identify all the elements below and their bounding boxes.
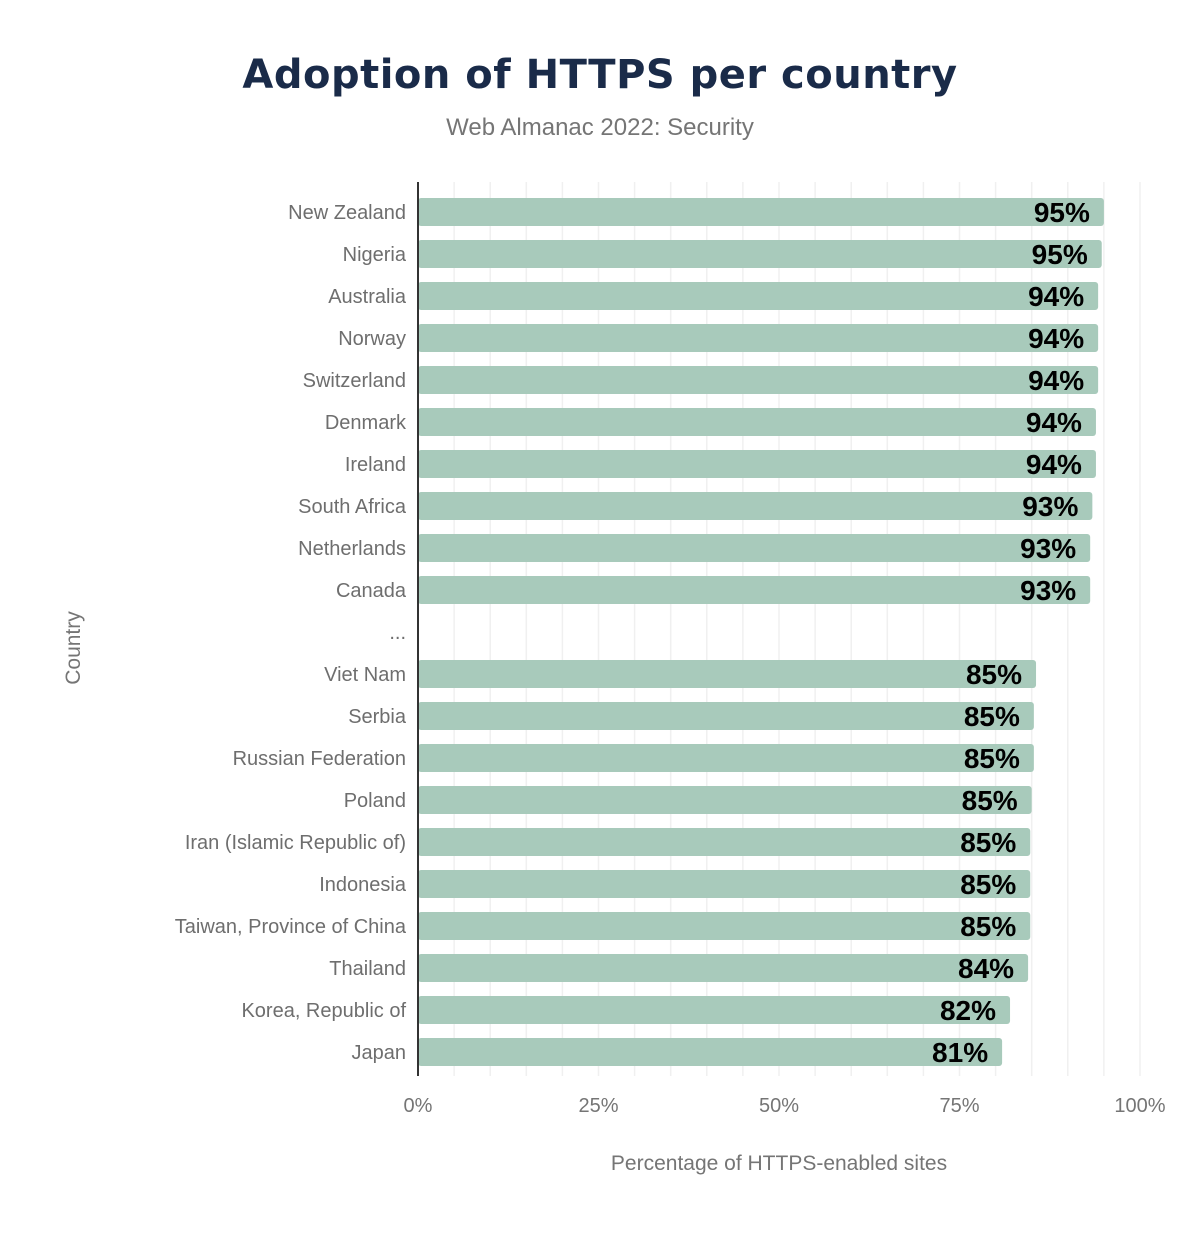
- data-label: 94%: [1028, 365, 1084, 396]
- data-label: 85%: [966, 659, 1022, 690]
- data-label: 85%: [960, 869, 1016, 900]
- y-tick-label: Switzerland: [303, 370, 406, 392]
- data-label: 81%: [932, 1037, 988, 1068]
- data-label: 85%: [964, 701, 1020, 732]
- y-tick-label: Korea, Republic of: [241, 1000, 406, 1022]
- data-label: 93%: [1020, 533, 1076, 564]
- y-tick-label: South Africa: [298, 496, 407, 518]
- x-tick-label: 100%: [1114, 1095, 1165, 1117]
- y-tick-label: Denmark: [325, 412, 407, 434]
- bar: [418, 1038, 1003, 1066]
- y-tick-label: Russian Federation: [233, 748, 406, 770]
- bar: [418, 912, 1031, 940]
- y-tick-label: Viet Nam: [324, 664, 406, 686]
- data-label: 85%: [964, 743, 1020, 774]
- x-tick-label: 50%: [759, 1095, 799, 1117]
- bar: [418, 534, 1091, 562]
- bar: [418, 576, 1091, 604]
- data-label: 93%: [1022, 491, 1078, 522]
- y-tick-label: Norway: [338, 328, 406, 350]
- y-tick-label: New Zealand: [288, 202, 406, 224]
- data-label: 95%: [1034, 197, 1090, 228]
- data-label: 93%: [1020, 575, 1076, 606]
- y-tick-label: Nigeria: [343, 244, 407, 266]
- data-label: 82%: [940, 995, 996, 1026]
- y-tick-label: Serbia: [348, 706, 407, 728]
- data-label: 84%: [958, 953, 1014, 984]
- bar: [418, 324, 1099, 352]
- bar: [418, 954, 1029, 982]
- bar: [418, 660, 1037, 688]
- bar: [418, 366, 1099, 394]
- x-axis-title: Percentage of HTTPS-enabled sites: [611, 1152, 947, 1175]
- x-tick-label: 75%: [939, 1095, 979, 1117]
- bar: [418, 408, 1096, 436]
- x-tick-label: 0%: [404, 1095, 433, 1117]
- bar: [418, 744, 1034, 772]
- data-label: 94%: [1028, 323, 1084, 354]
- y-tick-label: Japan: [352, 1042, 407, 1064]
- y-tick-label: Ireland: [345, 454, 406, 476]
- bar: [418, 996, 1011, 1024]
- y-tick-label: Iran (Islamic Republic of): [185, 832, 406, 854]
- bar: [418, 450, 1096, 478]
- bar: [418, 870, 1031, 898]
- y-tick-label: Taiwan, Province of China: [175, 916, 407, 938]
- data-label: 94%: [1028, 281, 1084, 312]
- data-label: 95%: [1032, 239, 1088, 270]
- y-tick-label: Australia: [328, 286, 407, 308]
- bar: [418, 240, 1102, 268]
- chart-subtitle: Web Almanac 2022: Security: [446, 114, 754, 141]
- bar: [418, 198, 1104, 226]
- data-label: 85%: [962, 785, 1018, 816]
- y-tick-label: Netherlands: [298, 538, 406, 560]
- y-tick-label: Canada: [336, 580, 407, 602]
- x-tick-label: 25%: [578, 1095, 618, 1117]
- bar: [418, 828, 1031, 856]
- y-tick-label: Poland: [344, 790, 406, 812]
- bar: [418, 786, 1032, 814]
- bar: [418, 282, 1099, 310]
- y-tick-label: ...: [389, 622, 406, 644]
- chart-title: Adoption of HTTPS per country: [242, 52, 958, 98]
- bar: [418, 492, 1093, 520]
- data-label: 85%: [960, 911, 1016, 942]
- data-label: 85%: [960, 827, 1016, 858]
- y-tick-label: Indonesia: [319, 874, 407, 896]
- data-label: 94%: [1026, 407, 1082, 438]
- bar: [418, 702, 1034, 730]
- y-axis-title: Country: [62, 611, 85, 685]
- y-tick-label: Thailand: [329, 958, 406, 980]
- data-label: 94%: [1026, 449, 1082, 480]
